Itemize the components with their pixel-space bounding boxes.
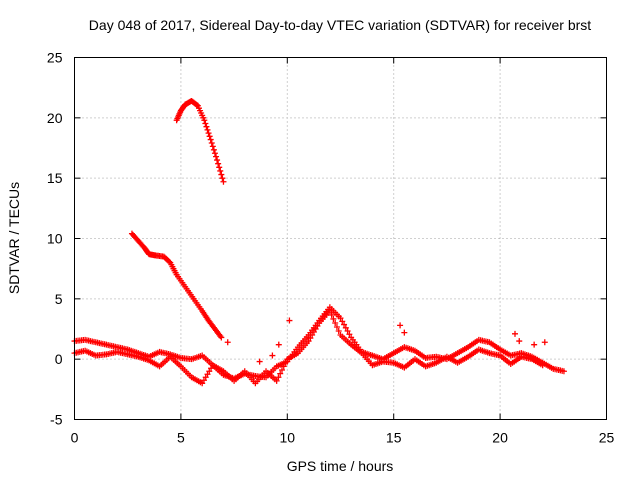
data-point bbox=[516, 338, 523, 345]
series-arc-high bbox=[173, 97, 227, 185]
data-point bbox=[511, 330, 518, 337]
data-point bbox=[193, 101, 200, 108]
series-band-low bbox=[71, 304, 567, 382]
y-tick-label: 15 bbox=[47, 170, 63, 186]
data-points bbox=[71, 97, 567, 387]
data-point bbox=[201, 117, 208, 124]
data-point bbox=[219, 175, 226, 182]
data-point bbox=[216, 164, 223, 171]
series-band-secondary bbox=[71, 307, 546, 387]
data-point bbox=[217, 167, 224, 174]
data-point bbox=[282, 359, 289, 366]
data-point bbox=[269, 352, 276, 359]
data-point bbox=[224, 339, 231, 346]
data-point bbox=[210, 146, 217, 153]
data-point bbox=[206, 133, 213, 140]
data-point bbox=[332, 319, 339, 326]
data-point bbox=[541, 339, 548, 346]
data-point bbox=[314, 322, 321, 329]
data-point bbox=[202, 120, 209, 127]
data-point bbox=[218, 171, 225, 178]
data-point bbox=[207, 136, 214, 143]
data-point bbox=[215, 160, 222, 167]
data-point bbox=[326, 307, 333, 314]
data-point bbox=[335, 328, 342, 335]
data-point bbox=[286, 317, 293, 324]
x-axis-label: GPS time / hours bbox=[287, 458, 394, 474]
y-tick-label: 20 bbox=[47, 110, 63, 126]
data-point bbox=[328, 311, 335, 318]
data-point bbox=[330, 315, 337, 322]
data-point bbox=[539, 362, 546, 369]
data-point bbox=[278, 367, 285, 374]
x-tick-label: 20 bbox=[492, 430, 508, 446]
x-tick-label: 5 bbox=[177, 430, 185, 446]
data-point bbox=[208, 139, 215, 146]
x-tick-label: 25 bbox=[599, 430, 615, 446]
data-point bbox=[344, 328, 351, 335]
data-point bbox=[275, 374, 282, 381]
data-point bbox=[204, 126, 211, 133]
data-point bbox=[200, 377, 207, 384]
data-point bbox=[333, 323, 340, 330]
data-point bbox=[312, 326, 319, 332]
grid-lines bbox=[74, 57, 607, 420]
data-point bbox=[256, 358, 263, 365]
data-point bbox=[275, 341, 282, 348]
y-tick-label: 0 bbox=[55, 351, 63, 367]
data-point bbox=[211, 150, 218, 157]
x-tick-labels: 0 5 10 15 20 25 bbox=[71, 430, 615, 446]
data-point bbox=[204, 371, 211, 378]
y-tick-label: -5 bbox=[50, 412, 63, 428]
y-tick-labels: -5 0 5 10 15 20 25 bbox=[47, 50, 63, 428]
data-point bbox=[337, 315, 344, 322]
data-point bbox=[220, 178, 227, 185]
series-arc-mid bbox=[128, 230, 225, 341]
y-tick-label: 5 bbox=[55, 291, 63, 307]
y-tick-label: 25 bbox=[47, 50, 63, 66]
series-scattered bbox=[224, 317, 548, 365]
x-tick-label: 10 bbox=[280, 430, 296, 446]
data-point bbox=[341, 321, 348, 328]
data-point bbox=[208, 365, 215, 372]
y-tick-label: 10 bbox=[47, 231, 63, 247]
x-tick-label: 0 bbox=[71, 430, 79, 446]
data-point bbox=[203, 123, 210, 130]
data-point bbox=[277, 370, 284, 377]
data-point bbox=[214, 157, 221, 164]
data-point bbox=[305, 338, 312, 345]
data-point bbox=[397, 322, 404, 329]
data-point bbox=[346, 331, 353, 338]
data-point bbox=[205, 130, 212, 137]
data-point bbox=[199, 380, 206, 387]
data-point bbox=[342, 324, 349, 331]
data-point bbox=[273, 377, 280, 384]
data-point bbox=[209, 143, 216, 150]
data-point bbox=[401, 329, 408, 336]
data-point bbox=[218, 334, 225, 341]
data-point bbox=[531, 341, 538, 348]
data-point bbox=[202, 374, 209, 381]
data-point bbox=[166, 258, 173, 265]
plot-frame bbox=[74, 57, 607, 420]
data-point bbox=[309, 332, 316, 339]
data-point bbox=[339, 318, 346, 325]
x-tick-label: 15 bbox=[386, 430, 402, 446]
data-point bbox=[280, 363, 287, 370]
data-point bbox=[310, 329, 317, 336]
y-axis-label: SDTVAR / TECUs bbox=[6, 182, 22, 294]
data-point bbox=[213, 153, 220, 160]
data-point bbox=[307, 335, 314, 342]
data-point bbox=[206, 368, 213, 375]
data-point bbox=[560, 368, 567, 375]
chart-title: Day 048 of 2017, Sidereal Day-to-day VTE… bbox=[89, 17, 591, 33]
